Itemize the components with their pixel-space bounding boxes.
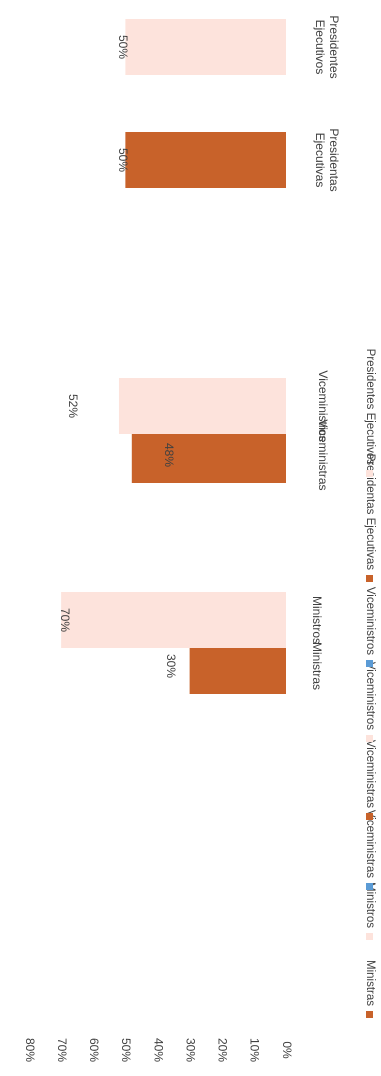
legend-swatch <box>366 735 373 742</box>
category-label: Ministros <box>310 596 324 644</box>
data-label: 52% <box>66 394 80 418</box>
bar-viceministras <box>131 427 286 483</box>
legend-swatch <box>366 883 373 890</box>
data-label: 50% <box>116 148 130 172</box>
category-label: Ministras <box>310 642 324 690</box>
y-tick-label: 70% <box>55 1038 69 1062</box>
category-label: PresidentesEjecutivos <box>313 15 341 78</box>
legend-swatch <box>366 933 373 940</box>
y-axis-ticks: 0% 10% 20% 30% 40% 50% 60% 70% 80% <box>23 1038 294 1062</box>
data-label: 70% <box>58 608 72 632</box>
legend-swatch <box>366 660 373 667</box>
data-label: 48% <box>162 443 176 467</box>
y-tick-label: 30% <box>183 1038 197 1062</box>
data-label: 30% <box>164 654 178 678</box>
y-tick-label: 50% <box>119 1038 133 1062</box>
legend-swatch <box>366 1011 373 1018</box>
bars <box>61 19 286 694</box>
legend-swatch <box>366 813 373 820</box>
bar-viceministros <box>118 378 286 434</box>
bar-presidentas-ejecutivas <box>125 132 286 188</box>
data-labels: 30% 70% 48% 52% 50% 50% <box>58 35 178 678</box>
legend-label: Viceministras <box>364 810 376 878</box>
y-tick-label: 80% <box>23 1038 37 1062</box>
legend-label: Ministras <box>364 960 376 1006</box>
legend-label: Presidentes Ejecutivos <box>364 349 376 466</box>
legend: Ministras Ministros Viceministras Viceminis… <box>364 349 376 1018</box>
y-tick-label: 0% <box>280 1041 294 1059</box>
legend-label: Ministros <box>364 882 376 928</box>
category-label: Viceministros <box>316 370 330 441</box>
y-tick-label: 20% <box>216 1038 230 1062</box>
legend-label: Viceministros <box>364 587 376 655</box>
bar-presidentes-ejecutivos <box>125 19 286 75</box>
category-label: PresidentasEjecutivas <box>313 128 341 191</box>
category-label: Viceministras <box>316 419 330 490</box>
legend-label: Viceministros <box>364 662 376 730</box>
y-tick-label: 10% <box>248 1038 262 1062</box>
legend-swatch <box>366 575 373 582</box>
data-label: 50% <box>116 35 130 59</box>
y-tick-label: 40% <box>151 1038 165 1062</box>
bar-ministros <box>61 592 286 648</box>
legend-label: Presidentas Ejecutivas <box>364 454 376 571</box>
legend-swatch <box>366 470 373 477</box>
legend-label: Viceministras <box>364 740 376 808</box>
y-tick-label: 60% <box>87 1038 101 1062</box>
